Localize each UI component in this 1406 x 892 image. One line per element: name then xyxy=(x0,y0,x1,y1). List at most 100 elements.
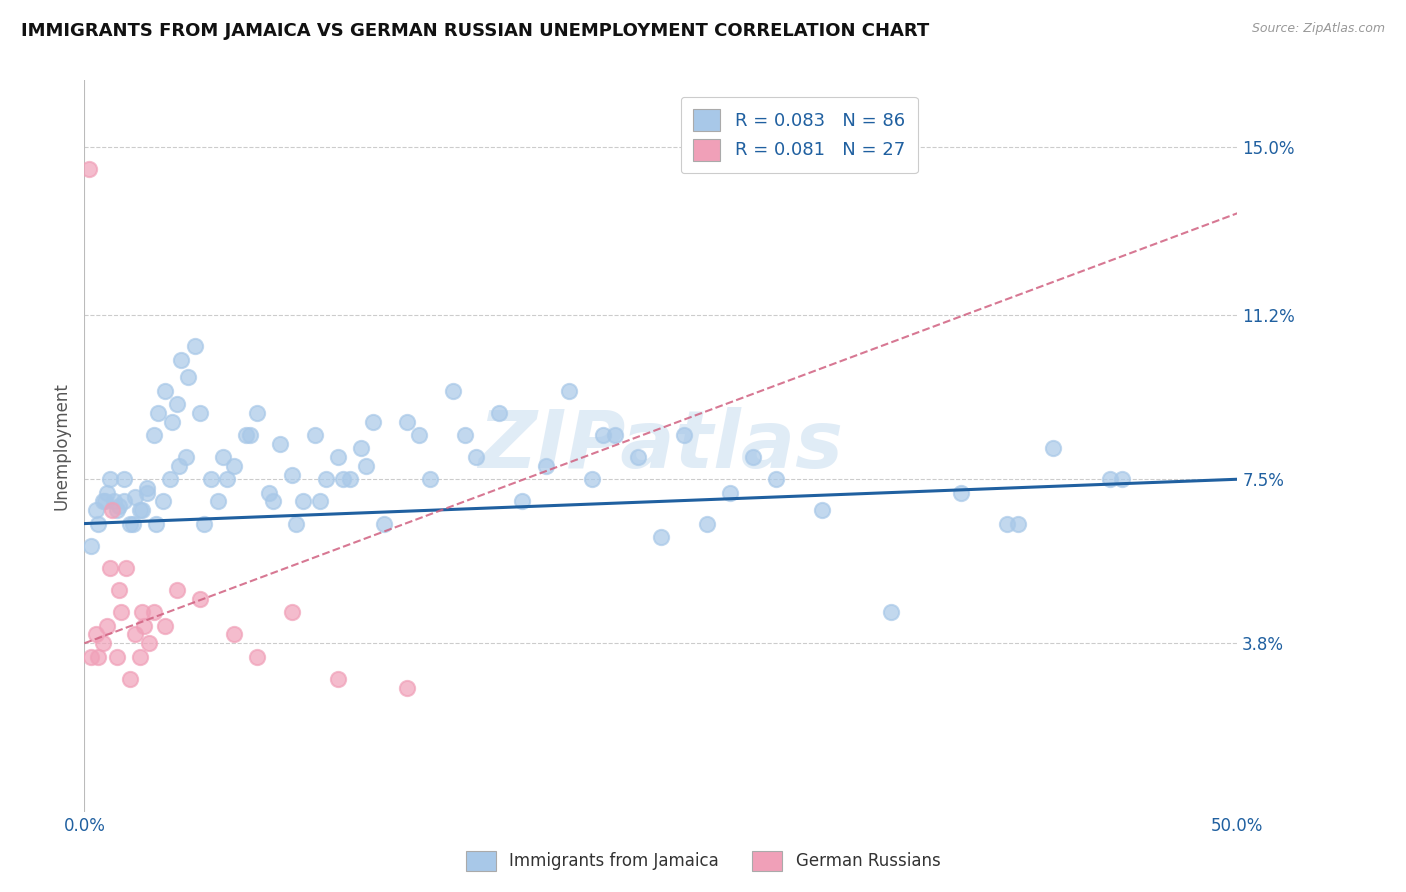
Point xyxy=(124,490,146,504)
Point xyxy=(603,428,626,442)
Point xyxy=(153,384,176,398)
Point xyxy=(177,370,200,384)
Point xyxy=(396,681,419,695)
Legend: R = 0.083   N = 86, R = 0.081   N = 27: R = 0.083 N = 86, R = 0.081 N = 27 xyxy=(681,96,918,173)
Point xyxy=(115,561,138,575)
Text: ZIPatlas: ZIPatlas xyxy=(478,407,844,485)
Legend: Immigrants from Jamaica, German Russians: Immigrants from Jamaica, German Russians xyxy=(457,842,949,880)
Point xyxy=(80,649,103,664)
Point xyxy=(949,485,972,500)
Point xyxy=(108,583,131,598)
Point xyxy=(145,516,167,531)
Point xyxy=(350,441,373,455)
Point xyxy=(718,485,741,500)
Point xyxy=(1099,472,1122,486)
Point xyxy=(1007,516,1029,531)
Point xyxy=(1111,472,1133,486)
Point xyxy=(103,494,125,508)
Point xyxy=(142,605,165,619)
Point xyxy=(77,161,100,176)
Point xyxy=(308,494,330,508)
Point xyxy=(134,618,156,632)
Point xyxy=(281,467,304,482)
Point xyxy=(152,494,174,508)
Point xyxy=(84,627,107,641)
Point xyxy=(396,415,419,429)
Point xyxy=(128,649,150,664)
Point xyxy=(91,636,114,650)
Point xyxy=(408,428,430,442)
Point xyxy=(112,494,135,508)
Point xyxy=(138,636,160,650)
Point xyxy=(105,503,128,517)
Point xyxy=(84,503,107,517)
Point xyxy=(167,458,190,473)
Point xyxy=(131,503,153,517)
Point xyxy=(124,627,146,641)
Point xyxy=(281,605,304,619)
Point xyxy=(534,458,557,473)
Point xyxy=(441,384,464,398)
Point xyxy=(170,352,193,367)
Point xyxy=(120,516,142,531)
Point xyxy=(142,428,165,442)
Point xyxy=(146,406,169,420)
Point xyxy=(193,516,215,531)
Point xyxy=(96,485,118,500)
Point xyxy=(304,428,326,442)
Point xyxy=(246,406,269,420)
Point xyxy=(131,605,153,619)
Point xyxy=(512,494,534,508)
Point xyxy=(742,450,765,464)
Point xyxy=(91,494,114,508)
Point xyxy=(101,503,124,517)
Point xyxy=(224,458,246,473)
Point xyxy=(285,516,308,531)
Point xyxy=(1042,441,1064,455)
Point xyxy=(239,428,262,442)
Point xyxy=(217,472,239,486)
Point xyxy=(98,561,121,575)
Point xyxy=(454,428,477,442)
Point xyxy=(87,649,110,664)
Point xyxy=(811,503,834,517)
Point xyxy=(326,672,349,686)
Point xyxy=(557,384,579,398)
Point xyxy=(332,472,354,486)
Point xyxy=(166,583,188,598)
Point xyxy=(269,437,291,451)
Text: IMMIGRANTS FROM JAMAICA VS GERMAN RUSSIAN UNEMPLOYMENT CORRELATION CHART: IMMIGRANTS FROM JAMAICA VS GERMAN RUSSIA… xyxy=(21,22,929,40)
Point xyxy=(120,672,142,686)
Point xyxy=(257,485,280,500)
Point xyxy=(160,415,183,429)
Text: Source: ZipAtlas.com: Source: ZipAtlas.com xyxy=(1251,22,1385,36)
Point xyxy=(211,450,233,464)
Point xyxy=(995,516,1018,531)
Point xyxy=(765,472,787,486)
Point xyxy=(465,450,488,464)
Point xyxy=(108,499,131,513)
Point xyxy=(315,472,337,486)
Point xyxy=(188,406,211,420)
Point xyxy=(880,605,903,619)
Point xyxy=(94,494,117,508)
Point xyxy=(87,516,110,531)
Point xyxy=(326,450,349,464)
Point xyxy=(672,428,695,442)
Point xyxy=(135,485,157,500)
Point xyxy=(110,605,132,619)
Point xyxy=(105,649,128,664)
Point xyxy=(166,397,188,411)
Point xyxy=(292,494,315,508)
Point xyxy=(128,503,150,517)
Point xyxy=(650,530,672,544)
Point xyxy=(174,450,197,464)
Point xyxy=(121,516,143,531)
Point xyxy=(224,627,246,641)
Point xyxy=(373,516,395,531)
Point xyxy=(488,406,510,420)
Point xyxy=(627,450,650,464)
Point xyxy=(592,428,614,442)
Point xyxy=(80,539,103,553)
Point xyxy=(184,339,207,353)
